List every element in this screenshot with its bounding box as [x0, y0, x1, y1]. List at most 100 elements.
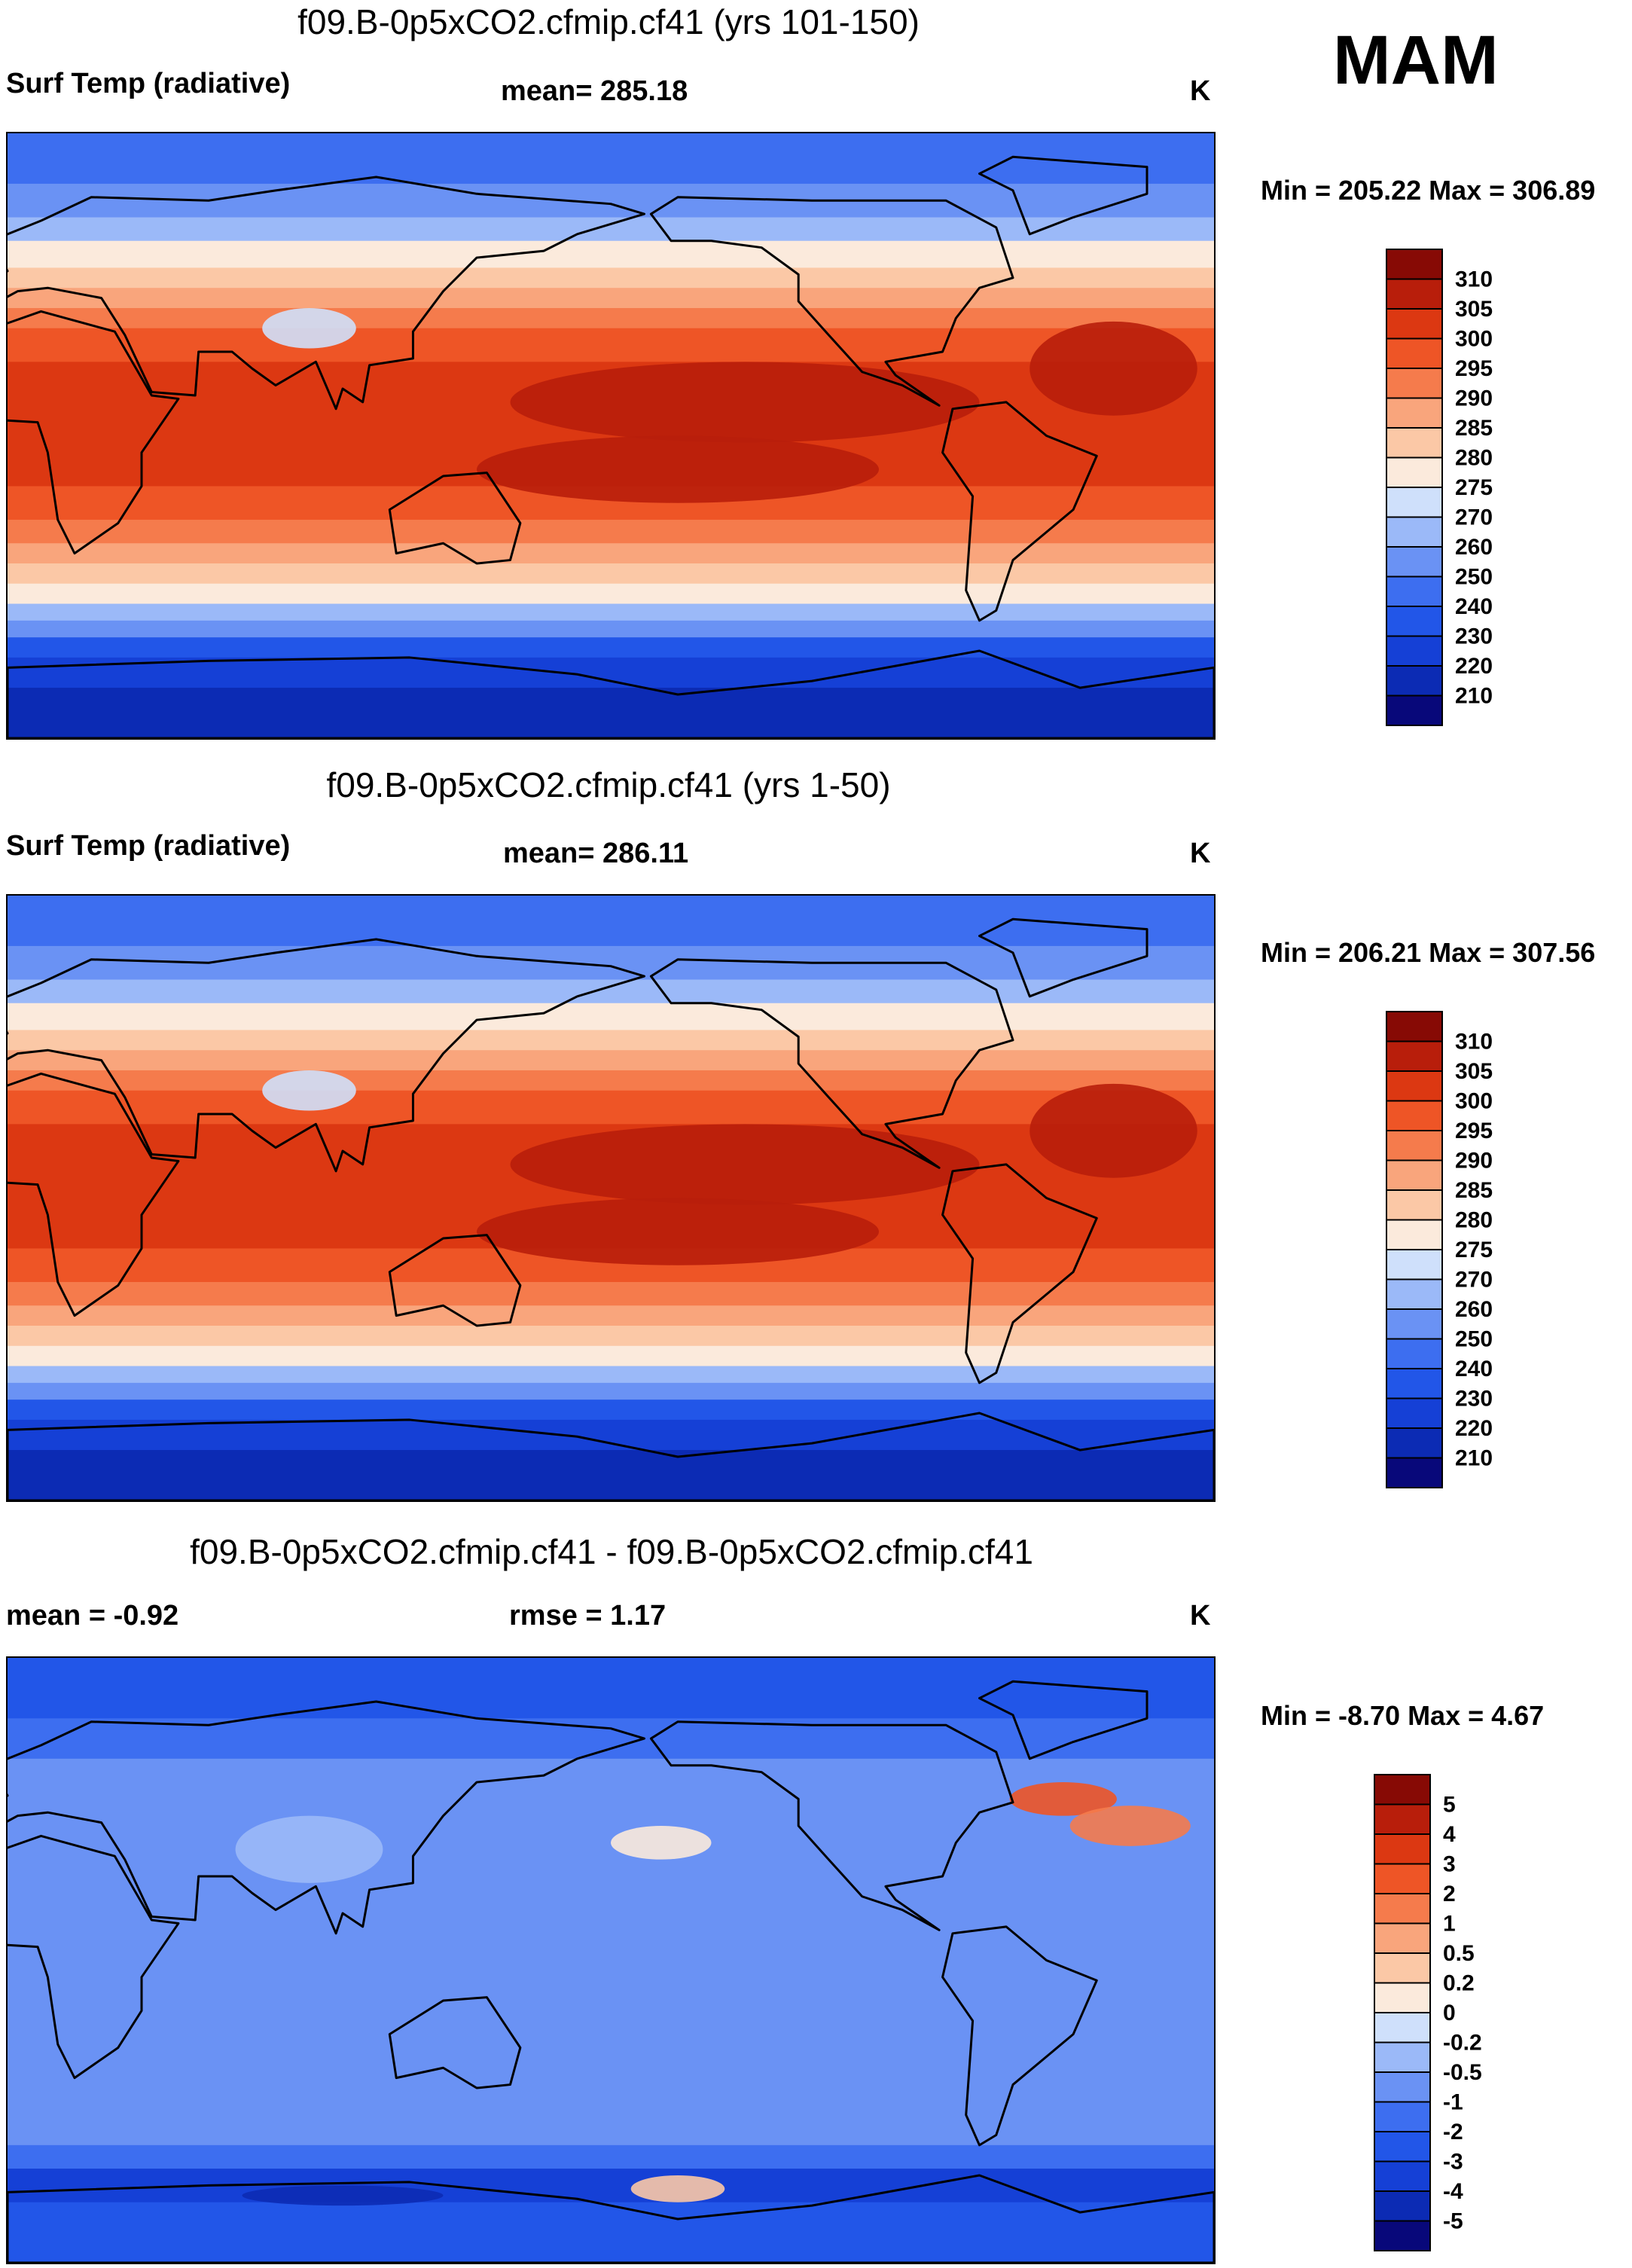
colorbar-box [1374, 1833, 1431, 1865]
map-band [8, 520, 1214, 545]
panel2-colorbar: 310 305 300 295 290 285 280 275 270 260 250 240 230 2… [1386, 1011, 1529, 1490]
map-anomaly-patch [477, 435, 879, 503]
colorbar-box [1386, 694, 1443, 726]
map-anomaly-patch [262, 307, 356, 349]
map-band [8, 1030, 1214, 1052]
map-band [8, 2202, 1214, 2263]
map-band [8, 1345, 1214, 1367]
map-band [8, 1382, 1214, 1401]
colorbar-svg: 310 305 300 295 290 285 280 275 270 260 250 240 230 2… [1386, 249, 1493, 726]
panel1-minmax: Min = 205.22 Max = 306.89 [1261, 175, 1596, 206]
colorbar-box [1374, 2012, 1431, 2044]
colorbar-box [1386, 397, 1443, 429]
coastline-europe-asia [8, 938, 645, 1173]
colorbar-tick-label: 275 [1455, 1238, 1493, 1262]
map-band [8, 240, 1214, 269]
panel1-title: f09.B-0p5xCO2.cfmip.cf41 (yrs 101-150) [297, 2, 920, 41]
colorbar-tick-label: 280 [1455, 1208, 1493, 1233]
colorbar-box [1374, 1893, 1431, 1925]
colorbar-tick-label: -0.2 [1443, 2031, 1482, 2056]
colorbar-box [1386, 1219, 1443, 1250]
colorbar-box [1386, 337, 1443, 369]
colorbar-box [1386, 635, 1443, 667]
coastline-greenland [978, 917, 1149, 998]
colorbar-box [1374, 2160, 1431, 2192]
colorbar-box [1386, 1397, 1443, 1429]
map-band [8, 1400, 1214, 1421]
coastline-australia [388, 1234, 522, 1327]
panel2-variable-label: Surf Temp (radiative) [6, 830, 291, 862]
colorbar-tick-label: 300 [1455, 1089, 1493, 1114]
colorbar-tick-label: 3 [1443, 1852, 1456, 1877]
coastline-africa [8, 1072, 180, 1317]
colorbar-tick-label: 290 [1455, 1149, 1493, 1174]
panel3-mean-label: mean = -0.92 [6, 1600, 179, 1632]
colorbar-box [1374, 2220, 1431, 2251]
colorbar-box [1374, 1803, 1431, 1835]
colorbar-box [1386, 487, 1443, 518]
colorbar-box [1386, 1070, 1443, 1102]
map-band [8, 1070, 1214, 1091]
colorbar-tick-label: 275 [1455, 475, 1493, 500]
colorbar-box [1386, 1278, 1443, 1310]
map-anomaly-patch [1069, 1806, 1191, 1846]
colorbar-tick-label: 2 [1443, 1882, 1456, 1906]
colorbar-tick-label: 295 [1455, 356, 1493, 381]
colorbar-box [1374, 1774, 1431, 1806]
map-svg [8, 896, 1214, 1500]
colorbar-box [1386, 278, 1443, 310]
panel1-mean-label: mean= 285.18 [501, 75, 688, 107]
map-band [8, 217, 1214, 242]
colorbar-tick-label: 280 [1455, 446, 1493, 471]
colorbar-tick-label: 230 [1455, 1387, 1493, 1412]
map-anomaly-patch [510, 362, 980, 443]
map-svg [8, 133, 1214, 738]
coastline-north-america [649, 1720, 1014, 1931]
colorbar-box [1374, 2071, 1431, 2103]
colorbar-box [1386, 456, 1443, 488]
coastline-africa [8, 310, 180, 555]
colorbar-tick-label: 270 [1455, 1268, 1493, 1293]
colorbar-tick-label: 310 [1455, 267, 1493, 292]
coastline-north-america [649, 196, 1014, 407]
map-band [8, 288, 1214, 309]
map-band [8, 1450, 1214, 1500]
colorbar-tick-label: 250 [1455, 1327, 1493, 1352]
panel3-rmse-label: rmse = 1.17 [509, 1600, 667, 1632]
colorbar-tick-label: -2 [1443, 2120, 1463, 2144]
colorbar-box [1386, 308, 1443, 340]
panel3-map [6, 1656, 1216, 2264]
map-band [8, 1090, 1214, 1125]
colorbar-tick-label: 220 [1455, 654, 1493, 679]
colorbar-tick-label: 310 [1455, 1030, 1493, 1055]
colorbar-tick-label: 305 [1455, 1059, 1493, 1084]
coastline-australia [388, 1996, 522, 2089]
map-anomaly-patch [477, 1198, 879, 1265]
map-anomaly-patch [1030, 1083, 1197, 1178]
colorbar-tick-label: 220 [1455, 1416, 1493, 1441]
colorbar-tick-label: 230 [1455, 624, 1493, 649]
map-anomaly-patch [1009, 1782, 1117, 1816]
map-band [8, 979, 1214, 1004]
panel1-units: K [1190, 75, 1211, 107]
colorbar-box [1374, 2190, 1431, 2222]
colorbar-tick-label: -1 [1443, 2090, 1463, 2115]
colorbar-box [1386, 1308, 1443, 1340]
colorbar-box [1386, 575, 1443, 607]
map-anomaly-patch [510, 1124, 980, 1205]
map-anomaly-patch [1030, 321, 1197, 416]
colorbar-box [1386, 368, 1443, 399]
colorbar-box [1374, 1982, 1431, 2013]
colorbar-box [1386, 1368, 1443, 1400]
colorbar-box [1386, 1338, 1443, 1369]
coastline-africa [8, 1834, 180, 2080]
colorbar-tick-label: 210 [1455, 1446, 1493, 1471]
map-anomaly-patch [262, 1070, 356, 1111]
colorbar-box [1386, 1100, 1443, 1131]
map-anomaly-patch [630, 2175, 725, 2202]
colorbar-svg: 310 305 300 295 290 285 280 275 270 260 250 240 230 2… [1386, 1011, 1493, 1488]
colorbar-tick-label: 300 [1455, 327, 1493, 352]
coastline-south-america [941, 401, 1098, 622]
panel1-colorbar: 310 305 300 295 290 285 280 275 270 260 250 240 230 2… [1386, 249, 1529, 728]
colorbar-box [1386, 1130, 1443, 1161]
